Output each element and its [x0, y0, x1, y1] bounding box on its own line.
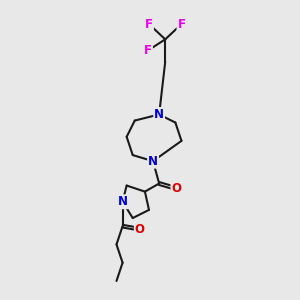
Text: F: F: [178, 18, 185, 31]
Text: N: N: [154, 108, 164, 121]
Text: O: O: [135, 223, 145, 236]
Text: O: O: [171, 182, 182, 195]
Text: F: F: [144, 44, 152, 57]
Text: N: N: [148, 155, 158, 168]
Text: F: F: [145, 18, 153, 31]
Text: N: N: [118, 195, 128, 208]
